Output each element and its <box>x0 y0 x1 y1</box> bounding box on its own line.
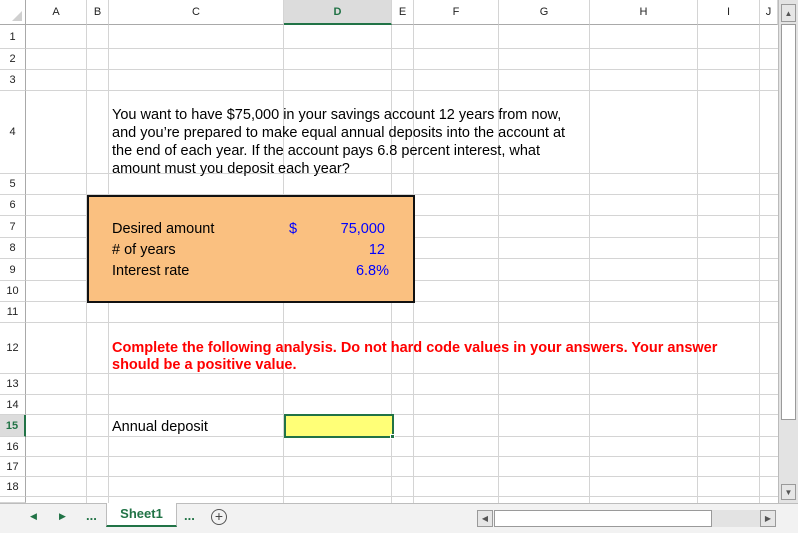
answer-label: Annual deposit <box>112 419 208 435</box>
gridline <box>26 436 778 437</box>
vertical-scroll-thumb[interactable] <box>781 24 796 420</box>
input-currency[interactable]: $ <box>289 221 298 237</box>
column-header-e[interactable]: E <box>392 0 414 25</box>
row-header-partial <box>0 497 26 503</box>
row-header-7[interactable]: 7 <box>0 216 26 238</box>
tab-sheet1[interactable]: Sheet1 <box>106 503 177 527</box>
row-header-11[interactable]: 11 <box>0 302 26 323</box>
gridline <box>26 69 778 70</box>
row-header-6[interactable]: 6 <box>0 195 26 216</box>
row-header-1[interactable]: 1 <box>0 25 26 49</box>
more-sheets-right[interactable]: ... <box>184 508 195 523</box>
gridline <box>26 173 778 174</box>
scroll-down-button[interactable]: ▼ <box>781 484 796 500</box>
input-value[interactable]: 6.8% <box>355 263 389 279</box>
row-header-12[interactable]: 12 <box>0 323 26 374</box>
horizontal-scrollbar[interactable] <box>494 510 760 527</box>
row-header-2[interactable]: 2 <box>0 49 26 70</box>
row-header-14[interactable]: 14 <box>0 395 26 415</box>
input-label[interactable]: Interest rate <box>112 263 190 279</box>
answer-cell[interactable] <box>284 414 394 438</box>
scroll-up-button[interactable]: ▲ <box>781 4 796 22</box>
row-header-17[interactable]: 17 <box>0 457 26 477</box>
select-all-corner[interactable] <box>0 0 26 25</box>
column-header-i[interactable]: I <box>698 0 760 25</box>
scroll-left-button[interactable]: ◀ <box>477 510 493 527</box>
row-header-10[interactable]: 10 <box>0 281 26 302</box>
row-header-8[interactable]: 8 <box>0 238 26 259</box>
row-header-3[interactable]: 3 <box>0 70 26 91</box>
fill-handle[interactable] <box>390 434 395 439</box>
input-label[interactable]: Desired amount <box>112 221 215 237</box>
gridline <box>26 394 778 395</box>
row-header-16[interactable]: 16 <box>0 437 26 457</box>
row-header-15[interactable]: 15 <box>0 415 26 437</box>
sheet-tab-bar: ◀ ▶ ... Sheet1 ... + ◀ ▶ <box>0 503 798 533</box>
column-header-g[interactable]: G <box>499 0 590 25</box>
gridline <box>26 373 778 374</box>
column-header-d[interactable]: D <box>284 0 392 25</box>
column-header-b[interactable]: B <box>87 0 109 25</box>
gridline <box>26 90 778 91</box>
vertical-scrollbar[interactable]: ▲ ▼ <box>778 0 798 503</box>
gridline <box>26 322 778 323</box>
question-cell[interactable]: You want to have $75,000 in your savings… <box>112 107 566 177</box>
input-value[interactable]: 75,000 <box>340 221 385 237</box>
column-header-a[interactable]: A <box>26 0 87 25</box>
gridline <box>26 496 778 497</box>
more-sheets-left[interactable]: ... <box>86 508 97 523</box>
row-header-5[interactable]: 5 <box>0 174 26 195</box>
row-header-13[interactable]: 13 <box>0 374 26 395</box>
gridline <box>26 476 778 477</box>
input-value[interactable]: 12 <box>368 242 385 258</box>
column-header-j[interactable]: J <box>760 0 778 25</box>
prev-sheet-arrow-icon[interactable]: ◀ <box>30 511 37 521</box>
gridline <box>589 25 590 503</box>
horizontal-scroll-thumb[interactable] <box>494 510 712 527</box>
gridline <box>26 48 778 49</box>
plus-circle-icon[interactable]: + <box>211 509 227 525</box>
gridline <box>26 194 778 195</box>
input-box <box>87 195 415 303</box>
next-sheet-arrow-icon[interactable]: ▶ <box>59 511 66 521</box>
gridline <box>498 25 499 503</box>
row-header-18[interactable]: 18 <box>0 477 26 497</box>
scroll-right-button[interactable]: ▶ <box>760 510 776 527</box>
row-header-4[interactable]: 4 <box>0 91 26 174</box>
gridline <box>697 25 698 503</box>
instruction-cell[interactable]: Complete the following analysis. Do not … <box>112 340 718 373</box>
column-header-c[interactable]: C <box>109 0 284 25</box>
column-header-h[interactable]: H <box>590 0 698 25</box>
corner-triangle-icon <box>12 11 22 21</box>
gridline <box>759 25 760 503</box>
input-label[interactable]: # of years <box>112 242 176 258</box>
gridline <box>86 25 87 503</box>
gridline <box>26 414 778 415</box>
gridline <box>26 456 778 457</box>
column-header-f[interactable]: F <box>414 0 499 25</box>
row-header-9[interactable]: 9 <box>0 259 26 281</box>
